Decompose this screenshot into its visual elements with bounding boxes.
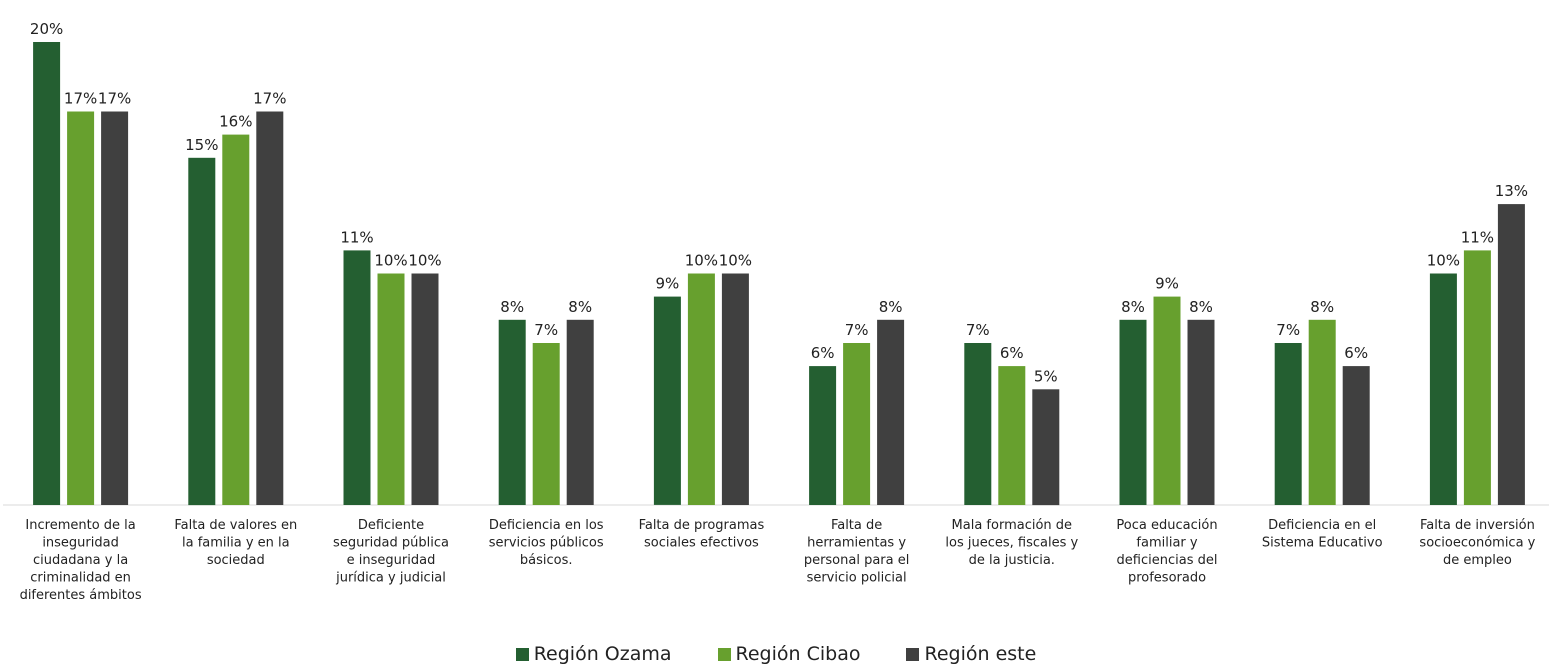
- legend-label: Región Cibao: [735, 643, 861, 665]
- bar: [1153, 296, 1181, 505]
- bar: [222, 134, 250, 505]
- data-label: 7%: [966, 321, 990, 339]
- bar: [343, 250, 371, 505]
- data-label: 8%: [568, 298, 592, 316]
- bar: [721, 273, 749, 505]
- bar: [188, 157, 216, 506]
- bar: [1497, 204, 1525, 505]
- data-label: 10%: [1427, 252, 1460, 270]
- bar-chart: 20%17% 17%15%16%17%11%10% 10%8%7%8%9%10% 10…: [3, 20, 1549, 603]
- legend: Región Ozama Región Cibao Región este: [0, 643, 1552, 665]
- bar: [411, 273, 439, 505]
- bar: [1274, 343, 1302, 505]
- bar: [843, 343, 871, 505]
- bar: [256, 111, 284, 505]
- data-label: 11%: [1461, 228, 1494, 246]
- data-label: 9%: [1155, 275, 1179, 293]
- legend-item-region-ozama: Región Ozama: [515, 643, 672, 665]
- data-label: 15%: [185, 136, 218, 154]
- bar: [687, 273, 715, 505]
- data-label: 16%: [219, 113, 252, 131]
- bar: [653, 296, 681, 505]
- category-label: Falta de programas sociales efectivos: [639, 518, 765, 551]
- data-label: 6%: [1344, 344, 1368, 362]
- value-labels-group: 20%17% 17%15%16%17%11%10% 10%8%7%8%9%10% 10…: [30, 20, 1528, 385]
- data-label: 9%: [656, 275, 680, 293]
- bar: [1342, 366, 1370, 505]
- bar: [33, 42, 61, 505]
- bar: [809, 366, 837, 505]
- category-label: Deficiencia en los servicios públicos bási…: [489, 518, 604, 568]
- bar: [566, 319, 594, 505]
- bar: [67, 111, 95, 505]
- bar: [1429, 273, 1457, 505]
- bar: [377, 273, 405, 505]
- data-label: 7%: [845, 321, 869, 339]
- data-label: 8%: [879, 298, 903, 316]
- bar: [1308, 319, 1336, 505]
- legend-swatch: [717, 647, 731, 661]
- data-label: 20%: [30, 20, 63, 38]
- data-label: 8%: [1310, 298, 1334, 316]
- bar: [1119, 319, 1147, 505]
- data-label: 7%: [1276, 321, 1300, 339]
- legend-swatch: [906, 647, 920, 661]
- data-label: 5%: [1034, 367, 1058, 385]
- category-label: Falta de valores en la familia y en la soc…: [174, 518, 297, 568]
- bar: [101, 111, 129, 505]
- category-label: Deficiente seguridad pública e inseguridad…: [333, 518, 449, 586]
- legend-item-region-este: Región este: [906, 643, 1036, 665]
- bar: [532, 343, 560, 505]
- data-label: 10%: [719, 252, 752, 270]
- bar: [998, 366, 1026, 505]
- bar: [498, 319, 526, 505]
- bars-group: [33, 42, 1525, 506]
- data-label: 17%: [98, 90, 131, 108]
- bar: [1463, 250, 1491, 505]
- data-label: 6%: [811, 344, 835, 362]
- data-label: 10%: [685, 252, 718, 270]
- bar: [964, 343, 992, 505]
- legend-item-region-cibao: Región Cibao: [717, 643, 861, 665]
- data-label: 8%: [1189, 298, 1213, 316]
- category-label: Falta de inversión socioeconómica y de emp…: [1419, 518, 1535, 568]
- data-label: 10%: [408, 252, 441, 270]
- category-label: Incremento de la inseguridad ciudadana y l…: [20, 518, 142, 603]
- bar: [1032, 389, 1060, 506]
- data-label: 11%: [340, 228, 373, 246]
- data-label: 8%: [500, 298, 524, 316]
- data-label: 10%: [374, 252, 407, 270]
- data-label: 17%: [64, 90, 97, 108]
- legend-label: Región Ozama: [533, 643, 672, 665]
- bar: [1187, 319, 1215, 505]
- category-label: Falta de herramientas y personal para el se…: [804, 518, 910, 586]
- data-label: 6%: [1000, 344, 1024, 362]
- data-label: 13%: [1495, 182, 1528, 200]
- category-labels-group: Incremento de la inseguridad ciudadana y l…: [20, 518, 1536, 603]
- legend-label: Región este: [924, 643, 1037, 665]
- category-label: Deficiencia en el Sistema Educativo: [1262, 518, 1383, 551]
- data-label: 17%: [253, 90, 286, 108]
- data-label: 8%: [1121, 298, 1145, 316]
- legend-swatch: [515, 647, 529, 661]
- category-label: Poca educación familiar y deficiencias del…: [1116, 518, 1217, 586]
- data-label: 7%: [534, 321, 558, 339]
- bar: [877, 319, 905, 505]
